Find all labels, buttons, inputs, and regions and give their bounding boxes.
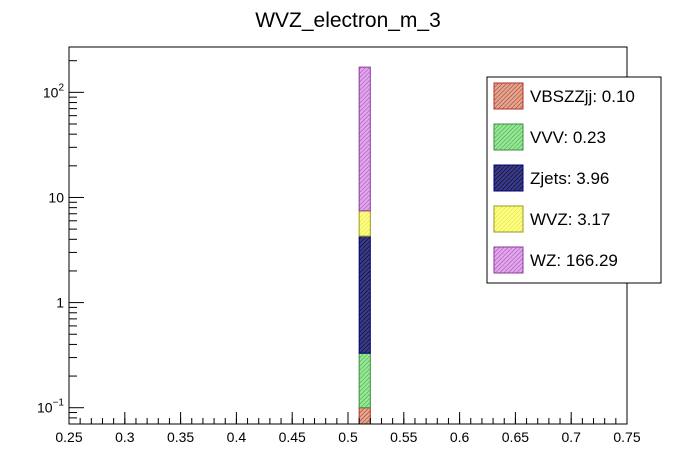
bar-segment-zjets	[358, 235, 371, 354]
x-tick-label: 0.6	[450, 429, 470, 445]
legend-label: WZ: 166.29	[530, 251, 618, 270]
legend-label: VBSZZjj: 0.10	[530, 87, 635, 106]
legend-swatch	[493, 164, 524, 192]
x-tick-label: 0.45	[279, 429, 306, 445]
x-tick-label: 0.5	[338, 429, 358, 445]
legend-label: Zjets: 3.96	[530, 169, 609, 188]
x-tick-label: 0.7	[561, 429, 581, 445]
y-axis: 10−1 1 10 102	[37, 60, 84, 425]
legend-swatch	[493, 82, 524, 110]
bar-segment-vbszzjj	[358, 407, 371, 425]
x-tick-label: 0.35	[167, 429, 194, 445]
x-tick-label: 0.4	[227, 429, 247, 445]
legend-label: WVZ: 3.17	[530, 210, 610, 229]
x-tick-label: 0.3	[115, 429, 135, 445]
y-tick-label: 1	[56, 295, 64, 311]
x-tick-label: 0.25	[55, 429, 82, 445]
legend-label: VVV: 0.23	[530, 128, 606, 147]
legend-swatch	[493, 123, 524, 151]
y-tick-label: 10	[48, 189, 64, 205]
y-tick-label: 10−1	[37, 398, 64, 416]
stacked-bars	[358, 66, 371, 425]
y-tick-label: 102	[43, 82, 65, 100]
x-tick-label: 0.55	[390, 429, 417, 445]
x-axis: 0.25 0.3 0.35 0.4 0.45 0.5 0.55 0.6 0.65 0.7 0.75	[55, 412, 641, 445]
bar-segment-wvz	[358, 210, 371, 237]
chart-title: WVZ_electron_m_3	[255, 9, 441, 32]
bar-segment-vvv	[358, 352, 371, 409]
legend: VBSZZjj: 0.10 VVV: 0.23 Zjets: 3.96 WVZ: 3.…	[486, 76, 662, 284]
legend-swatch	[493, 205, 524, 233]
bar-segment-wz	[358, 66, 371, 212]
x-tick-label: 0.75	[613, 429, 640, 445]
legend-swatch	[493, 246, 524, 274]
x-tick-label: 0.65	[502, 429, 529, 445]
